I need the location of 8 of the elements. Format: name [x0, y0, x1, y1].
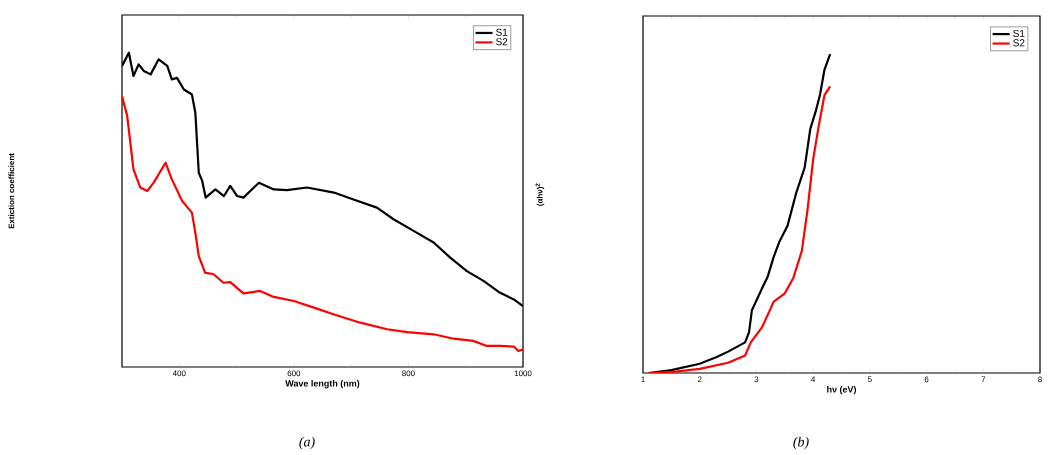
legend-label: S2 [496, 38, 508, 46]
legend-label: S1 [496, 28, 508, 36]
x-axis-title: hν (eV) [827, 386, 857, 395]
legend-label: S2 [1013, 39, 1025, 47]
legend-label: S1 [1013, 29, 1025, 37]
text: (b) [793, 436, 809, 450]
x-axis-title: Wave length (nm) [285, 380, 360, 389]
text: (a) [299, 436, 315, 450]
